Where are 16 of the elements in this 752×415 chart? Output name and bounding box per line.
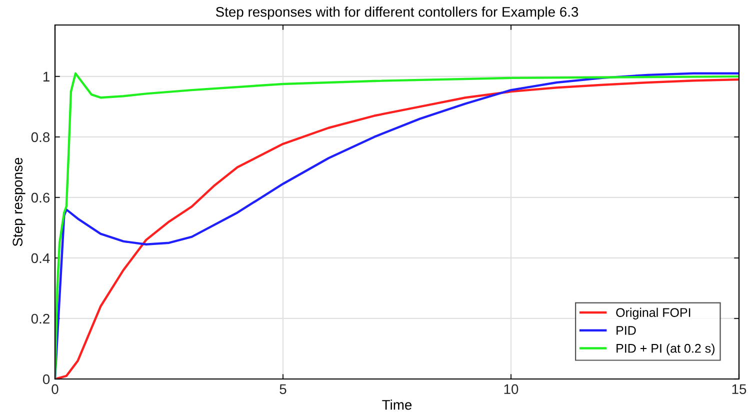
legend-label: Original FOPI: [616, 308, 690, 320]
y-tick-label: 0.4: [31, 253, 50, 264]
x-tick-label: 5: [280, 384, 286, 394]
legend-label: PID + PI (at 0.2 s): [616, 344, 714, 356]
y-tick-label: 0.2: [31, 314, 50, 324]
y-axis-title: Step response: [12, 158, 26, 246]
y-tick-label: 0: [42, 374, 50, 384]
y-tick-label: 0.6: [31, 192, 50, 203]
y-tick-label: 0.8: [31, 132, 50, 142]
y-tick-label: 1: [43, 72, 50, 82]
legend-label: PID: [616, 326, 636, 335]
x-axis-title: Time: [382, 400, 412, 410]
x-tick-label: 0: [52, 384, 58, 394]
x-tick-label: 15: [732, 384, 746, 394]
chart-title: Step responses with for different contollers for Example 6.3: [216, 6, 578, 20]
x-tick-label: 10: [504, 384, 518, 394]
